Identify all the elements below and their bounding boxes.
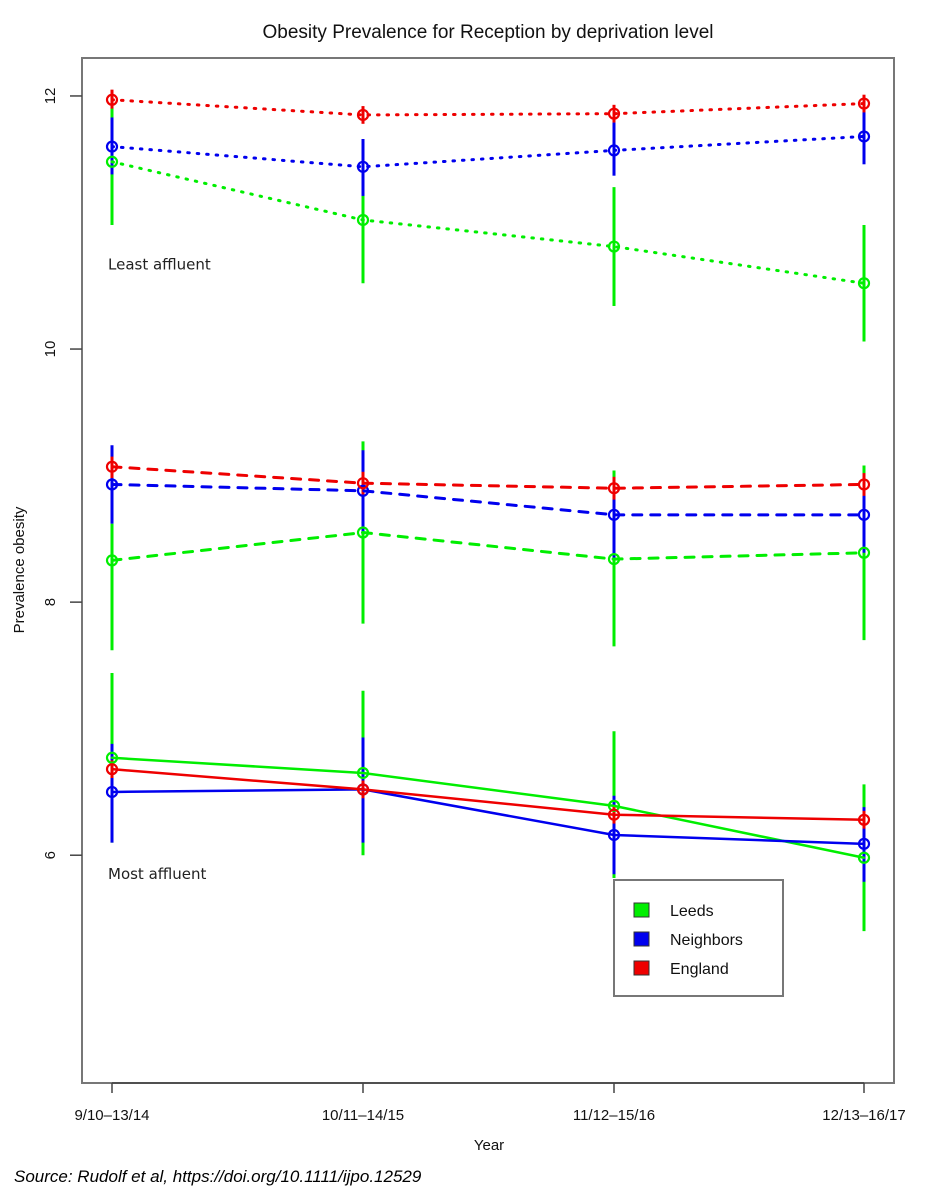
series-layer — [105, 89, 871, 932]
y-tick-label: 8 — [42, 598, 59, 606]
data-point — [105, 460, 119, 473]
data-point — [857, 851, 871, 864]
data-point — [607, 482, 621, 495]
series-line — [110, 98, 866, 117]
data-point — [105, 751, 119, 764]
data-point — [356, 783, 370, 796]
legend-swatch — [633, 931, 650, 947]
data-point — [607, 107, 621, 120]
legend-swatch — [633, 960, 650, 976]
series-line — [110, 134, 866, 169]
chart-title: Obesity Prevalence for Reception by depr… — [263, 22, 714, 43]
x-tick-label: 10/11–14/15 — [322, 1107, 404, 1124]
series-line — [110, 160, 866, 285]
data-point — [356, 477, 370, 490]
x-tick-label: 9/10–13/14 — [74, 1107, 149, 1124]
series-line — [110, 531, 866, 562]
data-point — [607, 508, 621, 521]
source-citation: Source: Rudolf et al, https://doi.org/10… — [14, 1167, 422, 1186]
series-line — [110, 767, 866, 822]
data-point — [105, 155, 119, 168]
y-axis-label: Prevalence obesity — [11, 506, 28, 633]
data-point — [607, 240, 621, 253]
data-point — [356, 213, 370, 227]
series-line — [110, 756, 866, 860]
data-point — [356, 526, 370, 539]
data-point — [105, 554, 119, 567]
data-point — [607, 828, 621, 842]
data-point — [105, 93, 119, 106]
data-point — [356, 108, 370, 122]
data-point — [857, 97, 871, 110]
data-point — [356, 766, 370, 780]
series-line — [110, 465, 866, 490]
data-point — [857, 546, 871, 559]
group-annotation: Most affluent — [108, 865, 207, 883]
data-point — [607, 799, 621, 812]
series-line — [110, 788, 866, 846]
data-point — [105, 763, 119, 776]
legend-swatch — [633, 902, 650, 918]
x-tick-label: 11/12–15/16 — [573, 1107, 655, 1124]
x-axis-label: Year — [474, 1137, 504, 1154]
legend: Leeds Neighbors England — [613, 879, 784, 997]
data-point — [857, 130, 871, 143]
y-tick-label: 10 — [42, 341, 59, 358]
data-point — [607, 808, 621, 821]
data-point — [356, 484, 370, 497]
legend-label: Neighbors — [670, 932, 743, 949]
data-point — [857, 837, 871, 850]
data-point — [857, 478, 871, 491]
data-point — [105, 785, 119, 799]
data-point — [607, 144, 621, 157]
data-point — [607, 553, 621, 566]
x-tick-label: 12/13–16/17 — [822, 1107, 905, 1124]
data-point — [356, 160, 370, 173]
data-point — [857, 508, 871, 521]
data-point — [857, 277, 871, 290]
group-annotation: Least affluent — [108, 255, 211, 273]
y-tick-label: 12 — [42, 88, 59, 105]
series-line — [110, 482, 866, 517]
x-axis: 9/10–13/14 10/11–14/15 11/12–15/16 12/13–16… — [74, 1082, 906, 1124]
legend-label: Leeds — [670, 903, 714, 920]
y-axis: 6 8 10 12 — [42, 88, 82, 859]
annotations: Least affluent Most affluent — [108, 255, 211, 883]
legend-label: England — [670, 961, 729, 978]
data-point — [857, 813, 871, 826]
data-point — [105, 478, 119, 491]
data-point — [105, 140, 119, 153]
y-tick-label: 6 — [42, 851, 59, 859]
